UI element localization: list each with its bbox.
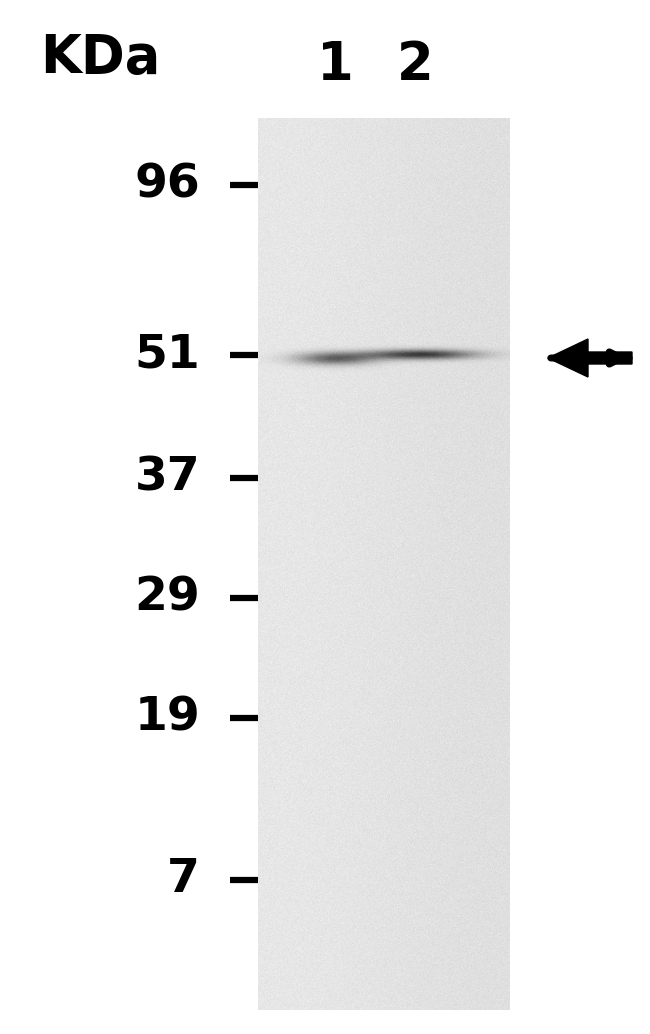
FancyArrow shape xyxy=(548,339,632,377)
Text: 37: 37 xyxy=(135,456,200,500)
Text: 96: 96 xyxy=(135,162,200,208)
Text: 51: 51 xyxy=(135,333,200,377)
Text: 19: 19 xyxy=(135,696,200,740)
Text: 29: 29 xyxy=(135,576,200,620)
Text: KDa: KDa xyxy=(40,32,160,84)
Text: 2: 2 xyxy=(396,39,434,91)
Text: 1: 1 xyxy=(317,39,354,91)
Text: 7: 7 xyxy=(167,857,200,903)
